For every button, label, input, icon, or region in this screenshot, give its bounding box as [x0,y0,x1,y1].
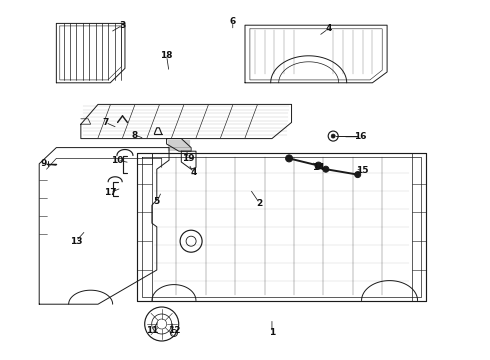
Text: 8: 8 [132,130,138,139]
Text: 16: 16 [354,132,367,141]
Circle shape [286,155,293,162]
Circle shape [323,166,329,172]
Text: 15: 15 [356,166,369,175]
Text: 12: 12 [168,326,180,335]
Text: 1: 1 [269,328,275,337]
Text: 17: 17 [104,188,117,197]
Text: 18: 18 [160,51,173,60]
Text: 11: 11 [146,326,158,335]
Text: 2: 2 [257,199,263,208]
Text: 7: 7 [102,118,109,127]
Text: 4: 4 [325,24,332,33]
Text: 4: 4 [190,168,197,177]
Text: 5: 5 [154,197,160,206]
Text: 14: 14 [312,163,325,172]
Text: 10: 10 [111,156,124,165]
Text: 6: 6 [230,17,236,26]
Circle shape [331,134,335,138]
Text: 19: 19 [182,154,195,163]
Text: 3: 3 [120,21,125,30]
Circle shape [355,172,361,177]
Text: 9: 9 [41,159,48,168]
Text: 13: 13 [70,237,82,246]
Circle shape [315,162,322,169]
